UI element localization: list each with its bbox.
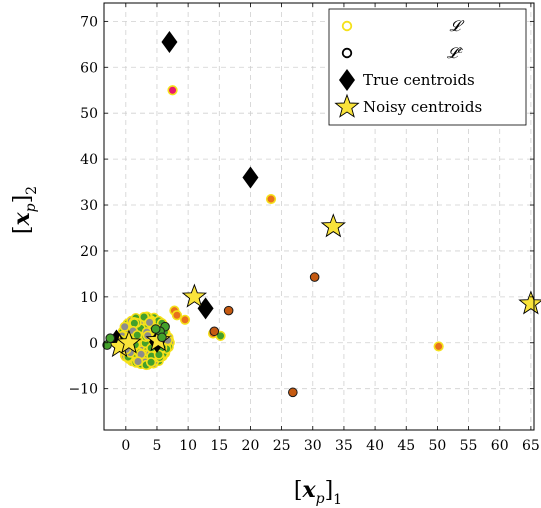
true-centroid-marker	[161, 31, 178, 54]
y-tick-label: 40	[80, 152, 98, 168]
x-tick-label: 50	[428, 438, 446, 454]
x-tick-label: 30	[304, 438, 322, 454]
x-tick-label: 10	[179, 438, 197, 454]
x-tick-label: 40	[366, 438, 384, 454]
y-tick-label: 60	[80, 60, 98, 76]
noisy-centroid-marker	[518, 290, 541, 315]
Lc-point	[105, 333, 116, 343]
axis-ticks: 0 5 10 15 20 25 30 35 40 45 50 55 60 65 −10 0 10 20 30 40 50…	[68, 3, 540, 454]
x-tick-label: 65	[522, 438, 540, 454]
true-centroid-marker	[197, 297, 214, 320]
cluster-point	[153, 349, 165, 360]
x-tick-label: 45	[397, 438, 415, 454]
noisy-centroid-marker	[181, 283, 208, 308]
Lc-point	[288, 387, 298, 398]
plot-area	[102, 31, 541, 398]
y-tick-label: 20	[80, 244, 98, 260]
noisy-centroid-marker	[116, 329, 142, 354]
cluster-point	[132, 330, 143, 341]
Lc-point	[157, 332, 167, 343]
x-tick-label: 55	[460, 438, 478, 454]
Lc-point	[309, 272, 320, 282]
L-point	[265, 193, 277, 205]
x-tick-label: 20	[242, 438, 260, 454]
legend-box	[328, 8, 527, 126]
L-point	[167, 85, 178, 96]
legend-circle-icon	[341, 20, 353, 32]
x-tick-label: 15	[210, 438, 228, 454]
x-tick-label: 25	[273, 438, 291, 454]
cluster-point	[132, 356, 144, 367]
noisy-centroid-marker	[320, 213, 346, 238]
x-tick-label: 35	[335, 438, 353, 454]
legend-circle-icon	[341, 47, 353, 59]
legend-diamond-icon	[339, 69, 355, 91]
L-point	[433, 341, 444, 352]
Lc-point	[209, 326, 220, 337]
x-tick-label: 60	[491, 438, 509, 454]
legend-entry-label: True centroids	[363, 71, 475, 89]
x-tick-label: 0	[121, 438, 130, 454]
Lc-point	[223, 305, 234, 316]
legend-entry-label: Noisy centroids	[363, 98, 482, 116]
legend-entry-label: 𝓛ᶜ	[447, 44, 463, 62]
cluster-point	[119, 321, 130, 332]
y-tick-label: 70	[80, 14, 98, 30]
cluster-point	[145, 357, 157, 368]
y-tick-label: 10	[80, 290, 98, 306]
y-tick-label: 50	[80, 106, 98, 122]
L-point	[171, 310, 183, 321]
Lc-point	[150, 324, 161, 334]
y-tick-label: −10	[68, 382, 98, 398]
plot-frame	[103, 2, 535, 431]
true-centroid-marker	[242, 166, 259, 189]
y-tick-label: 0	[89, 336, 98, 352]
L-point	[179, 314, 191, 325]
cluster-point	[144, 317, 155, 328]
legend-star-icon	[334, 93, 360, 118]
y-tick-label: 30	[80, 198, 98, 214]
x-tick-label: 5	[153, 438, 162, 454]
